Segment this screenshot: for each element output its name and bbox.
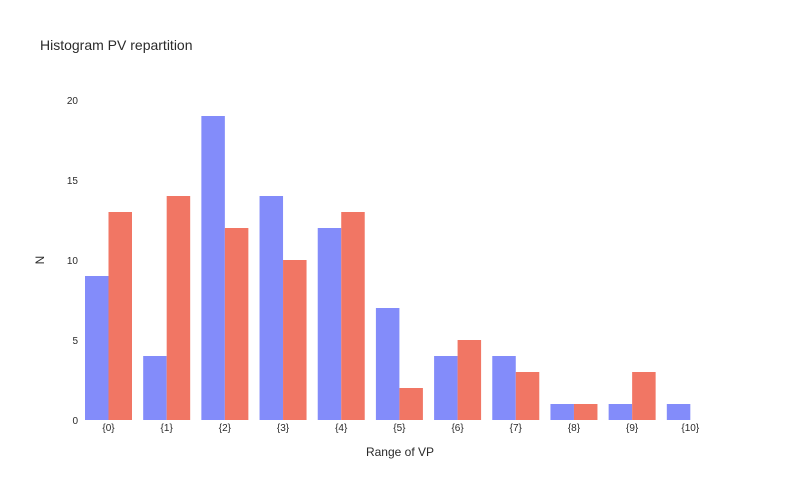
bar-series-1-0 bbox=[85, 276, 109, 420]
x-axis-title: Range of VP bbox=[366, 445, 434, 459]
x-tick-label: {9} bbox=[626, 423, 639, 434]
y-tick-label: 0 bbox=[72, 416, 78, 427]
x-tick-label: {10} bbox=[681, 423, 699, 434]
bar-series-1-7 bbox=[492, 356, 516, 420]
x-tick-label: {1} bbox=[161, 423, 174, 434]
bar-series-1-2 bbox=[201, 116, 225, 420]
bar-series-2-4 bbox=[341, 212, 365, 420]
x-tick-label: {2} bbox=[219, 423, 232, 434]
y-axis-title: N bbox=[33, 256, 47, 265]
bar-series-2-2 bbox=[224, 228, 249, 420]
bar-series-1-10 bbox=[666, 404, 691, 420]
chart-title: Histogram PV repartition bbox=[40, 37, 193, 53]
bar-series-1-4 bbox=[317, 228, 342, 420]
bar-series-2-3 bbox=[283, 260, 307, 420]
bar-series-2-6 bbox=[457, 340, 482, 420]
bar-series-1-9 bbox=[608, 404, 633, 420]
bar-series-1-5 bbox=[375, 308, 400, 420]
bar-series-2-1 bbox=[166, 196, 191, 420]
bars bbox=[85, 116, 691, 420]
x-tick-label: {6} bbox=[451, 423, 464, 434]
bar-series-2-7 bbox=[515, 372, 540, 420]
bar-series-2-8 bbox=[573, 404, 598, 420]
y-axis-ticks: 0 5 10 15 20 bbox=[67, 96, 79, 427]
y-tick-label: 5 bbox=[72, 336, 78, 347]
x-tick-label: {5} bbox=[393, 423, 406, 434]
bar-series-1-6 bbox=[434, 356, 458, 420]
x-tick-label: {8} bbox=[568, 423, 581, 434]
y-tick-label: 15 bbox=[67, 176, 79, 187]
x-axis-ticks: {0} {1} {2} {3} {4} {5} {6} {7} {8} {9} {10} bbox=[102, 423, 699, 434]
y-tick-label: 10 bbox=[67, 256, 79, 267]
bar-series-1-8 bbox=[550, 404, 574, 420]
bar-series-1-1 bbox=[143, 356, 167, 420]
bar-series-2-9 bbox=[632, 372, 656, 420]
x-tick-label: {7} bbox=[510, 423, 523, 434]
x-tick-label: {0} bbox=[102, 423, 115, 434]
bar-series-2-0 bbox=[108, 212, 132, 420]
x-tick-label: {3} bbox=[277, 423, 290, 434]
bar-series-1-3 bbox=[259, 196, 284, 420]
x-tick-label: {4} bbox=[335, 423, 348, 434]
bar-series-2-5 bbox=[399, 388, 423, 420]
y-tick-label: 20 bbox=[67, 96, 79, 107]
